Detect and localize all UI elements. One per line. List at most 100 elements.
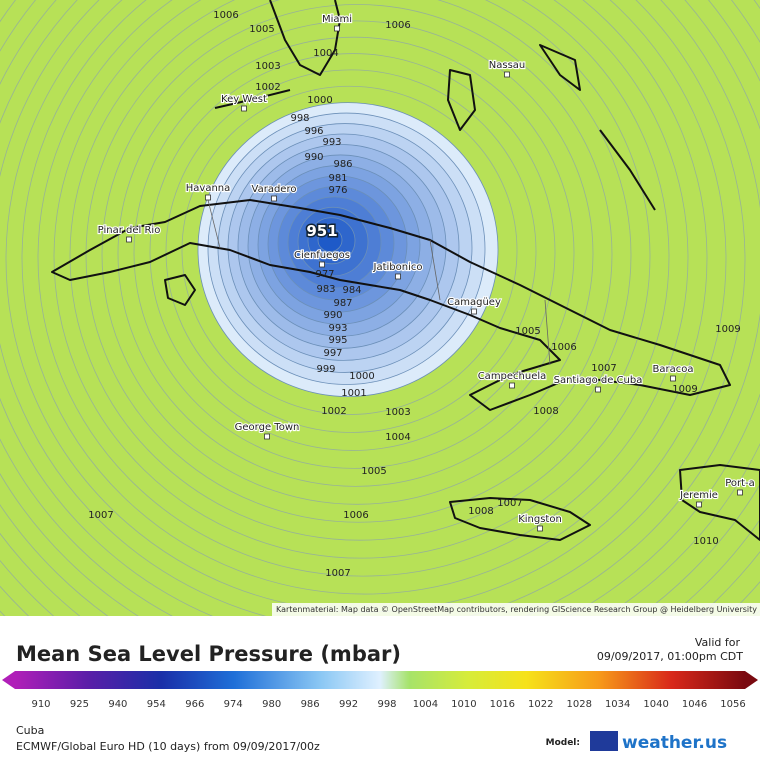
isobar-label: 976 <box>328 185 347 196</box>
isobar-label: 1007 <box>591 363 616 374</box>
isobar-label: 977 <box>315 269 334 280</box>
city-label: Pinar del Rio <box>98 225 161 236</box>
attribution: Kartenmaterial: Map data © OpenStreetMap… <box>276 605 757 614</box>
border <box>207 199 221 249</box>
footer: Mean Sea Level Pressure (mbar) Valid for… <box>2 636 758 753</box>
border <box>544 299 551 366</box>
colorbar-tick-label: 940 <box>108 699 127 710</box>
isobar-label: 1006 <box>213 10 238 21</box>
isobar-label: 1008 <box>468 506 493 517</box>
isobar-label: 1004 <box>313 48 338 59</box>
isobar <box>149 53 556 451</box>
city-label: Varadero <box>252 184 297 195</box>
isobar-label: 1002 <box>255 82 280 93</box>
eu-flag <box>590 731 618 751</box>
city-label: Campechuela <box>478 371 547 382</box>
colorbar-tick-label: 998 <box>377 699 396 710</box>
colorbar-tick-label: 1022 <box>528 699 553 710</box>
colorbar-tick-label: 1004 <box>413 699 438 710</box>
colorbar-tick-label: 1010 <box>451 699 476 710</box>
city-marker <box>271 195 277 202</box>
isobar-label: 1005 <box>249 24 274 35</box>
isobar-label: 986 <box>333 159 352 170</box>
low-center: 951 <box>306 222 337 240</box>
city-marker <box>126 236 132 243</box>
colorbar-tick-label: 1046 <box>682 699 707 710</box>
isobar-label: 1006 <box>343 510 368 521</box>
isobar-label: 990 <box>323 310 342 321</box>
isobar-label: 1007 <box>325 568 350 579</box>
isobar <box>53 0 670 559</box>
city-label: Jatibonico <box>373 262 423 273</box>
title: Mean Sea Level Pressure (mbar) <box>16 642 401 666</box>
isobar-label: 1009 <box>715 324 740 335</box>
city-label: Havanna <box>186 183 231 194</box>
colorbar-tick-label: 986 <box>301 699 320 710</box>
isobar-label: 993 <box>328 323 347 334</box>
isobar <box>21 0 708 595</box>
city-label: Miami <box>322 14 352 25</box>
colorbar-tick-label: 1028 <box>566 699 591 710</box>
region: Cuba <box>16 724 44 737</box>
colorbar-tick-label: 1056 <box>720 699 745 710</box>
city-label: Key West <box>221 94 267 105</box>
city-label: George Town <box>235 422 300 433</box>
isobar-label: 983 <box>316 284 335 295</box>
city-label: Nassau <box>489 60 526 71</box>
isobar-label: 1005 <box>515 326 540 337</box>
isobar-label: 1006 <box>551 342 576 353</box>
isobar-label: 998 <box>290 113 309 124</box>
isobar <box>117 20 594 487</box>
isobar <box>69 0 651 541</box>
colorbar-tick-label: 992 <box>339 699 358 710</box>
isobar-label: 1008 <box>533 406 558 417</box>
isobar <box>317 227 343 253</box>
isobar-label: 1010 <box>693 536 718 547</box>
isobar-label: 1002 <box>321 406 346 417</box>
city-label: Jeremie <box>679 490 718 501</box>
city-marker <box>696 501 702 508</box>
isobar-label: 997 <box>323 348 342 359</box>
city-label: Camagüey <box>447 297 501 308</box>
isobar-label: 1000 <box>307 95 332 106</box>
colorbar-tick-label: 1040 <box>643 699 668 710</box>
city-marker <box>537 525 543 532</box>
isobar <box>101 4 613 505</box>
city-label: Santiago de Cuba <box>554 375 643 386</box>
colorbar-left-arrow <box>2 671 15 689</box>
city-marker <box>504 71 510 78</box>
brand: weather.us <box>622 733 727 753</box>
isobar <box>85 0 632 523</box>
isobar-label: 984 <box>342 285 361 296</box>
city-marker <box>205 194 211 201</box>
city-marker <box>595 386 601 393</box>
city-marker <box>319 261 325 268</box>
city-marker <box>471 308 477 315</box>
isobar-label: 1000 <box>349 371 374 382</box>
city-label: Port-a <box>725 478 755 489</box>
city-marker <box>395 273 401 280</box>
city-label: Cienfuegos <box>294 250 350 261</box>
isobar <box>37 0 689 577</box>
colorbar-tick-label: 954 <box>147 699 166 710</box>
colorbar <box>15 671 745 689</box>
valid-time: 09/09/2017, 01:00pm CDT <box>597 650 743 663</box>
colorbar-tick-label: 974 <box>224 699 243 710</box>
city-marker <box>241 105 247 112</box>
isobar-label: 1004 <box>385 432 410 443</box>
isobar-label: 996 <box>304 126 323 137</box>
isobar-label: 981 <box>328 173 347 184</box>
isobar-label: 990 <box>304 152 323 163</box>
colorbar-right-arrow <box>745 671 758 689</box>
isobar <box>165 69 537 433</box>
isobar-label: 1007 <box>497 498 522 509</box>
model-label: Model: <box>546 738 580 748</box>
city-marker <box>509 382 515 389</box>
border <box>429 239 441 301</box>
colorbar-tick-label: 1016 <box>490 699 515 710</box>
attribution-box <box>272 603 760 616</box>
city-label: Baracoa <box>653 364 694 375</box>
